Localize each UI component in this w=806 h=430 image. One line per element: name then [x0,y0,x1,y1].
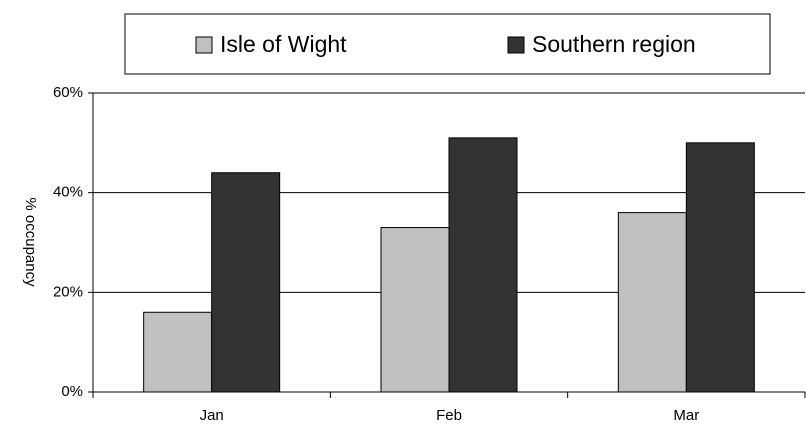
x-tick-label: Feb [436,407,462,424]
y-tick-label: 40% [53,184,83,201]
legend-swatch [195,36,213,54]
bar [211,172,281,393]
legend-label: Isle of Wight [220,31,347,57]
legend-label: Southern region [532,31,696,57]
legend-swatch [507,36,525,54]
bar [380,227,450,393]
bar [143,311,213,393]
y-tick-label: 0% [61,383,83,400]
x-tick-label: Jan [200,407,224,424]
x-tick-label: Mar [673,407,699,424]
bar [685,142,755,393]
y-tick-label: 20% [53,283,83,300]
bar [448,137,518,393]
y-axis-label: % occupancy [22,197,39,287]
legend-box [124,13,771,75]
y-tick-label: 60% [53,84,83,101]
bar [617,212,687,393]
